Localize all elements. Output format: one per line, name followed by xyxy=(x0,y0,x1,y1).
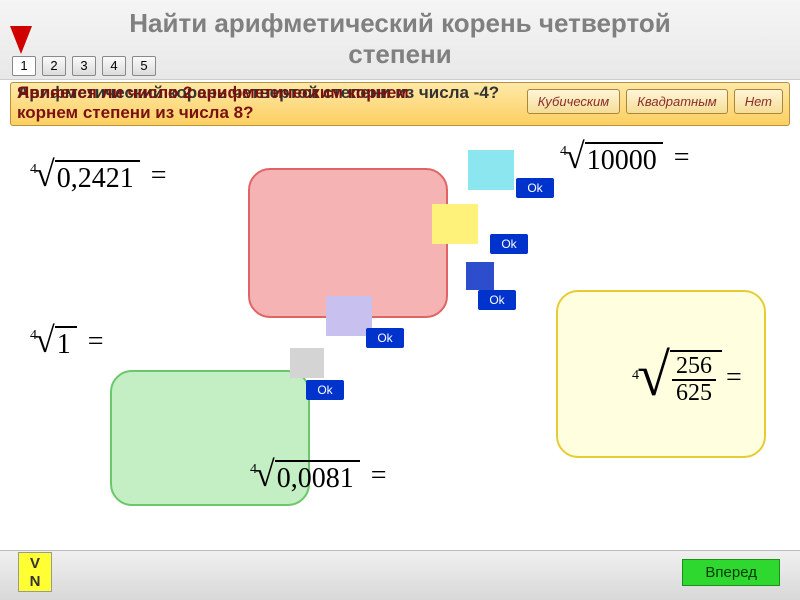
square-yellow[interactable] xyxy=(432,204,478,244)
radicand: 0,0081 xyxy=(275,460,360,496)
radicand: 0,2421 xyxy=(55,160,140,196)
radical-icon: √ xyxy=(35,160,55,188)
radical-icon: √ xyxy=(565,142,585,170)
square-grey[interactable] xyxy=(290,348,324,378)
forward-button[interactable]: Вперед xyxy=(682,559,780,586)
tab-3[interactable]: 3 xyxy=(72,56,96,76)
pointer-arrow-icon xyxy=(10,26,32,54)
expr-4: 4 √ 10000 = xyxy=(560,142,690,178)
expr-5: 4 √ 256 625 = xyxy=(632,350,742,406)
equals: = xyxy=(667,142,690,174)
denominator: 625 xyxy=(672,381,716,406)
question-text: Является ли число 2 арифметическим корне… xyxy=(17,83,409,123)
root-index: 4 xyxy=(250,462,257,478)
numerator: 256 xyxy=(672,354,716,381)
vn-badge[interactable]: V N xyxy=(18,552,52,592)
tab-2[interactable]: 2 xyxy=(42,56,66,76)
radicand-frac: 256 625 xyxy=(670,350,722,406)
equals: = xyxy=(144,160,167,192)
radicand: 1 xyxy=(55,326,77,362)
answer-cubic-button[interactable]: Кубическим xyxy=(527,89,620,114)
radicand: 10000 xyxy=(585,142,663,178)
ok-button-5[interactable]: Ok xyxy=(306,380,344,400)
square-cyan[interactable] xyxy=(468,150,514,190)
root-index: 4 xyxy=(30,162,37,178)
root-index: 4 xyxy=(560,144,567,160)
expr-1: 4 √ 0,2421 = xyxy=(30,160,167,196)
radical-icon: √ xyxy=(637,350,670,400)
header: Найти арифметический корень четвертой ст… xyxy=(0,0,800,80)
fraction: 256 625 xyxy=(672,354,716,406)
root-index: 4 xyxy=(30,328,37,344)
equals: = xyxy=(364,460,387,492)
ok-button-3[interactable]: Ok xyxy=(478,290,516,310)
expr-2: 4 √ 1 = xyxy=(30,326,104,362)
ok-button-2[interactable]: Ok xyxy=(490,234,528,254)
tab-5[interactable]: 5 xyxy=(132,56,156,76)
answer-square-button[interactable]: Квадратным xyxy=(626,89,728,114)
ok-button-1[interactable]: Ok xyxy=(516,178,554,198)
tab-4[interactable]: 4 xyxy=(102,56,126,76)
equals: = xyxy=(726,362,742,394)
tab-bar: 1 2 3 4 5 xyxy=(12,56,156,76)
answer-no-button[interactable]: Нет xyxy=(734,89,783,114)
root-index: 4 xyxy=(632,368,639,384)
footer: V N Вперед xyxy=(0,550,800,600)
radical-icon: √ xyxy=(255,460,275,488)
square-blue[interactable] xyxy=(466,262,494,290)
answer-buttons: Кубическим Квадратным Нет xyxy=(527,89,783,114)
radical-icon: √ xyxy=(35,326,55,354)
equals: = xyxy=(81,326,104,358)
expr-3: 4 √ 0,0081 = xyxy=(250,460,387,496)
ok-button-4[interactable]: Ok xyxy=(366,328,404,348)
tab-1[interactable]: 1 xyxy=(12,56,36,76)
question-bar: Арифметический корень четвертой степени … xyxy=(10,82,790,126)
